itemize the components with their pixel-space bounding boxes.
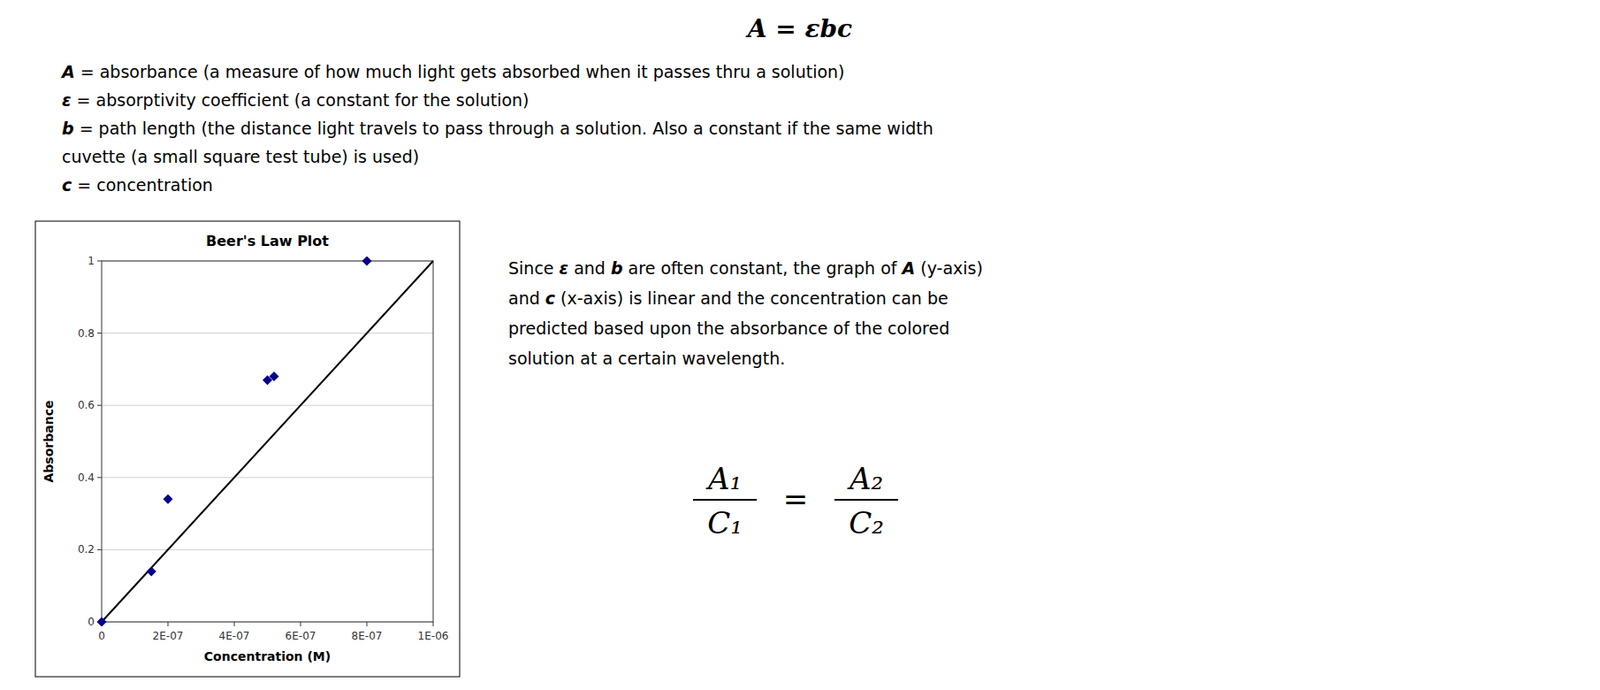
plot-frame bbox=[101, 260, 434, 622]
x-tick-label: 4E-07 bbox=[219, 629, 251, 642]
formula: A = εbc bbox=[745, 14, 853, 44]
x-tick-label: 2E-07 bbox=[152, 629, 184, 642]
definition: b = path length (the distance light trav… bbox=[61, 118, 934, 138]
x-tick-label: 6E-07 bbox=[285, 629, 317, 642]
y-tick bbox=[97, 404, 102, 406]
x-axis-label: Concentration (M) bbox=[204, 648, 331, 663]
data-point bbox=[163, 494, 174, 504]
trend-line bbox=[101, 260, 434, 622]
y-tick-label: 1 bbox=[87, 254, 95, 267]
note: Since ε and b are often constant, the gr… bbox=[508, 258, 983, 278]
data-point bbox=[269, 371, 280, 381]
y-tick bbox=[97, 476, 102, 478]
y-tick-label: 0.8 bbox=[77, 327, 95, 340]
x-tick-label: 8E-07 bbox=[351, 629, 383, 642]
y-tick bbox=[97, 332, 102, 334]
grid-line bbox=[101, 476, 434, 478]
y-axis-label: Absorbance bbox=[41, 400, 56, 483]
x-tick bbox=[366, 621, 368, 626]
definition: ε = absorptivity coefficient (a constant… bbox=[61, 90, 530, 110]
denominator: C₁ bbox=[707, 504, 743, 541]
plot-title: Beer's Law Plot bbox=[205, 232, 329, 250]
marks bbox=[97, 256, 434, 626]
panel-border bbox=[35, 220, 460, 677]
y-tick-label: 0.2 bbox=[77, 542, 95, 556]
x-tick bbox=[433, 621, 435, 626]
denominator: C₂ bbox=[848, 504, 884, 541]
y-tick-label: 0.6 bbox=[77, 398, 95, 412]
y-tick-label: 0 bbox=[87, 615, 95, 628]
data-point bbox=[146, 565, 157, 576]
x-tick bbox=[300, 621, 302, 626]
x-tick bbox=[234, 621, 236, 626]
note: and c (x-axis) is linear and the concent… bbox=[508, 288, 949, 308]
numerator: A₁ bbox=[705, 460, 742, 496]
y-tick-label: 0.4 bbox=[77, 471, 95, 484]
y-tick bbox=[97, 548, 102, 550]
note: predicted based upon the absorbance of t… bbox=[508, 318, 950, 338]
grid bbox=[101, 260, 434, 622]
page: A = εbc A = absorbance (a measure of how … bbox=[0, 0, 1600, 690]
y-tick bbox=[97, 260, 102, 262]
note: solution at a certain wavelength. bbox=[508, 348, 785, 368]
axes: 0 0.2 0.4 0.6 0.8 1 0 2E-07 4E-07 6E-07 8E-07 1E-06 bbox=[77, 254, 450, 642]
data-point bbox=[97, 617, 107, 627]
definition: cuvette (a small square test tube) is us… bbox=[61, 146, 420, 167]
x-tick bbox=[167, 621, 169, 626]
data-point bbox=[362, 256, 373, 267]
definition: A = absorbance (a measure of how much li… bbox=[60, 61, 846, 82]
x-tick-label: 1E-06 bbox=[418, 629, 450, 642]
grid-line bbox=[101, 548, 434, 550]
equals-sign: = bbox=[783, 480, 809, 517]
grid-line bbox=[101, 332, 434, 334]
numerator: A₂ bbox=[846, 460, 884, 496]
grid-line bbox=[101, 404, 434, 406]
fraction-bar bbox=[834, 498, 899, 501]
fraction-bar bbox=[693, 498, 757, 501]
definition: c = concentration bbox=[61, 175, 214, 195]
x-tick-label: 0 bbox=[98, 629, 106, 642]
